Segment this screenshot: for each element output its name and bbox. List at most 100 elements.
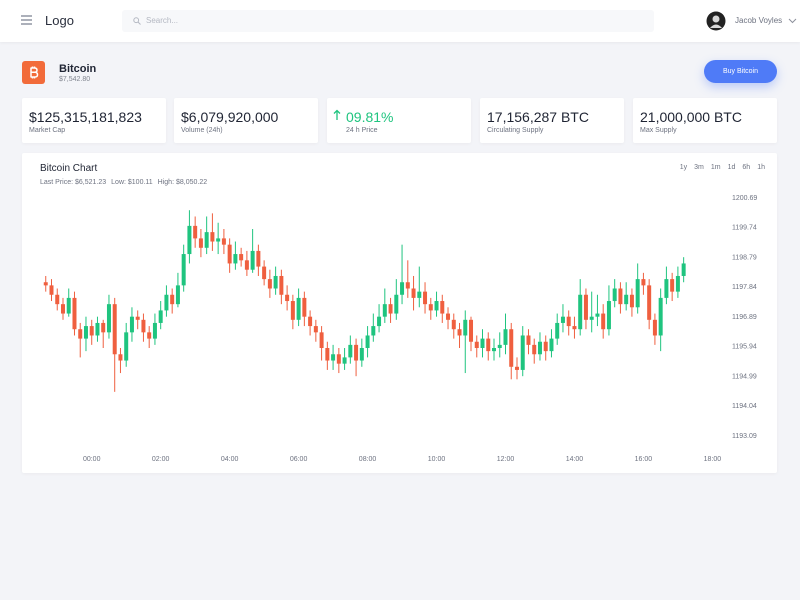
chart-stats: Last Price: $6,521.23 Low: $100.11 High: $… — [40, 179, 212, 186]
candle-body — [267, 279, 272, 289]
candle-body — [371, 326, 376, 336]
stat-value: 21,000,000 BTC — [640, 109, 742, 125]
avatar[interactable] — [706, 11, 726, 31]
candle-body — [635, 279, 640, 308]
candle-body — [641, 279, 646, 286]
y-tick-label: 1196.89 — [732, 314, 757, 321]
range-button[interactable]: 1h — [757, 164, 765, 171]
candle-body — [606, 301, 611, 330]
candle-body — [95, 322, 100, 336]
candle-body — [49, 285, 54, 295]
candle-body — [112, 304, 117, 355]
search-box[interactable]: Search... — [122, 10, 654, 32]
candle-body — [290, 301, 295, 320]
candle-body — [578, 294, 583, 330]
candle-body — [486, 338, 491, 352]
x-tick-label: 00:00 — [83, 456, 101, 463]
candle-body — [101, 322, 106, 333]
bitcoin-glyph — [30, 66, 39, 79]
candle-body — [492, 348, 496, 352]
y-tick-label: 1194.99 — [732, 373, 757, 380]
candle-body — [411, 288, 416, 298]
search-icon — [133, 17, 141, 25]
candle-body — [198, 238, 203, 248]
stat-card: $6,079,920,000 Volume (24h) — [174, 98, 318, 143]
stat-label: Volume (24h) — [181, 127, 223, 134]
candle-body — [428, 304, 433, 311]
x-tick-label: 02:00 — [152, 456, 170, 463]
range-button[interactable]: 3m — [694, 164, 704, 171]
candle-body — [474, 341, 479, 349]
range-button[interactable]: 6h — [742, 164, 751, 171]
candle-body — [463, 319, 468, 336]
candle-body — [210, 232, 215, 242]
logo[interactable]: Logo — [45, 13, 74, 28]
coin-name: Bitcoin — [59, 63, 97, 75]
range-button[interactable]: 1y — [679, 164, 688, 171]
y-tick-label: 1197.84 — [732, 284, 757, 291]
candle-body — [514, 366, 519, 370]
user-name[interactable]: Jacob Voyles — [735, 16, 783, 25]
candle-body — [273, 275, 278, 289]
candle-body — [434, 301, 439, 311]
candle-body — [342, 357, 347, 364]
x-tick-label: 18:00 — [704, 456, 722, 463]
candle-body — [296, 297, 301, 320]
candle-body — [135, 316, 140, 320]
candle-body — [216, 238, 221, 242]
x-tick-label: 14:00 — [566, 456, 584, 463]
candle-body — [555, 322, 560, 339]
candle-body — [308, 316, 313, 327]
candle-body — [382, 304, 387, 317]
range-button[interactable]: 1d — [727, 164, 736, 171]
candle-body — [175, 285, 180, 305]
candle-body — [629, 294, 634, 308]
candle-body — [446, 313, 451, 320]
top-bar: Logo Search... Jacob Voyles — [0, 0, 800, 42]
candle-body — [204, 232, 209, 248]
candle-body — [147, 332, 152, 339]
y-tick-label: 1195.94 — [732, 344, 757, 351]
candle-body — [497, 344, 502, 349]
candle-body — [152, 322, 157, 339]
buy-button[interactable]: Buy Bitcoin — [704, 60, 777, 83]
candle-body — [601, 313, 606, 330]
x-tick-label: 06:00 — [290, 456, 308, 463]
candle-body — [560, 316, 565, 323]
candle-body — [526, 335, 531, 345]
range-button[interactable]: 1m — [710, 164, 721, 171]
candle-body — [566, 316, 571, 327]
candle-body — [509, 329, 514, 367]
candle-body — [647, 285, 652, 320]
candle-body — [336, 354, 341, 364]
candle-body — [302, 297, 307, 317]
candle-body — [359, 348, 364, 361]
stat-label: 24 h Price — [346, 127, 378, 134]
candle-body — [181, 254, 186, 286]
candle-body — [325, 348, 330, 361]
candle-body — [170, 294, 175, 305]
candle-body — [670, 279, 675, 292]
chevron[interactable] — [788, 18, 797, 24]
candle-body — [589, 316, 594, 320]
stat-label: Max Supply — [640, 127, 677, 134]
candle-body — [423, 291, 428, 305]
candle-body — [348, 344, 353, 358]
coin-price: $7,542.80 — [59, 76, 91, 83]
candle-body — [583, 294, 588, 320]
chart: 1193.09 1194.04 1194.99 1195.94 1196.89 1197.… — [43, 195, 757, 463]
candle-body — [124, 332, 129, 361]
stat-card: 09.81% 24 h Price — [327, 98, 471, 143]
menu-icon[interactable] — [21, 15, 33, 25]
candle-body — [365, 335, 370, 349]
x-tick-label: 10:00 — [428, 456, 446, 463]
candle-body — [457, 329, 462, 336]
stat-value: $125,315,181,823 — [29, 109, 142, 125]
candle-body — [118, 354, 123, 361]
candle-body — [520, 335, 525, 370]
candle-body — [250, 250, 255, 270]
candle-body — [612, 288, 617, 302]
y-tick-label: 1193.09 — [732, 433, 757, 440]
y-tick-label: 1198.79 — [732, 254, 757, 261]
